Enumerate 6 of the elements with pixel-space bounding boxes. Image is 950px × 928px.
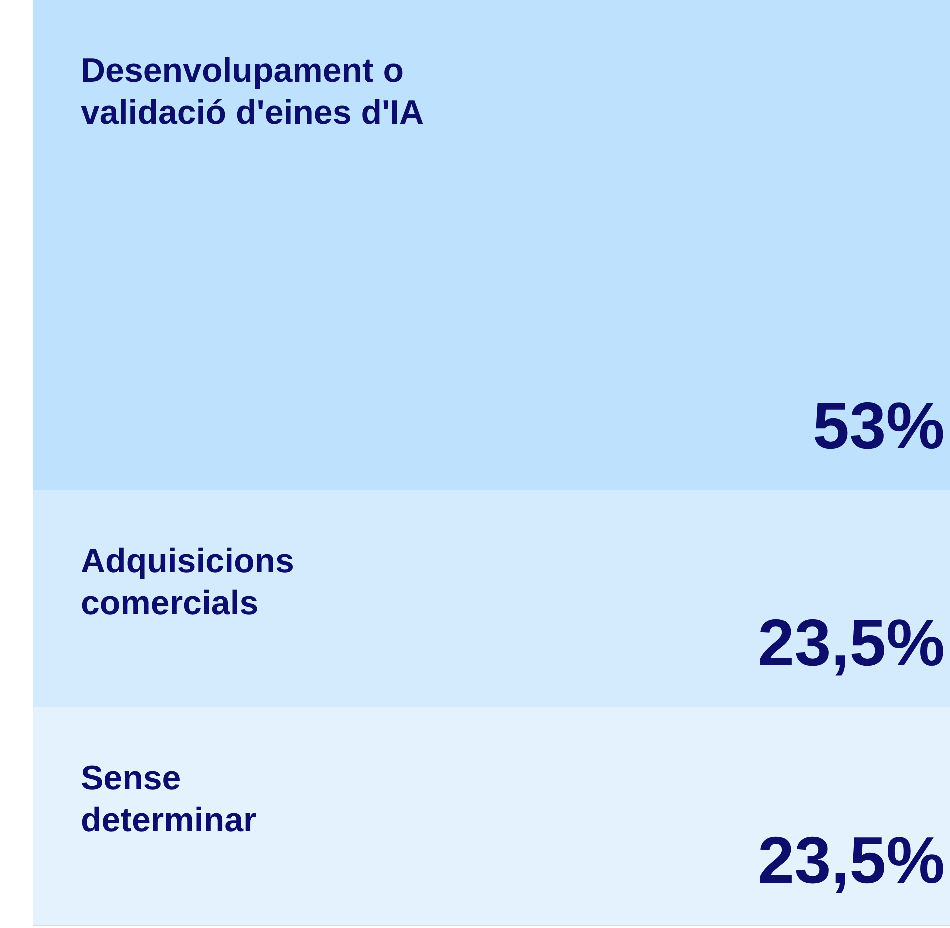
series-label: Desenvolupament o validació d'eines d'IA [81,52,424,132]
data-label: 23,5% [758,823,945,897]
data-label: 23,5% [758,606,945,680]
data-label: 53% [812,388,945,462]
series-label: Adquisicions comercials [81,542,294,622]
series-label: Sense determinar [81,760,257,840]
